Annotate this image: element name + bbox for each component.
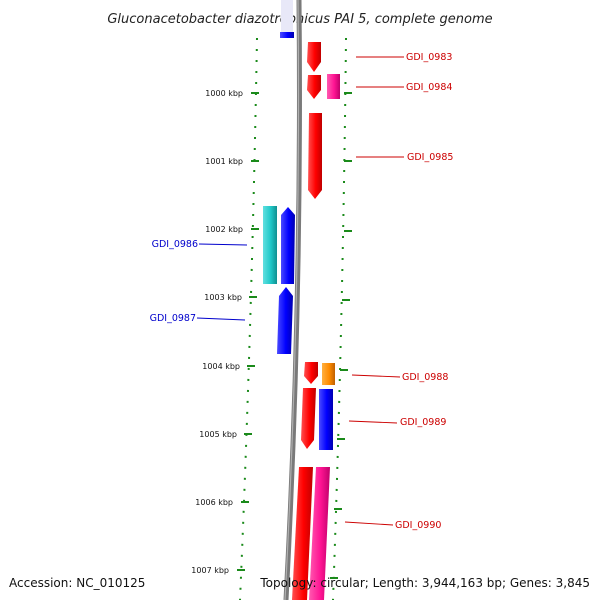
tick-label: 1001 kbp bbox=[205, 157, 243, 166]
gene-label-gdi-0983: GDI_0983 bbox=[406, 52, 452, 63]
reverse-strand-features bbox=[263, 206, 295, 354]
gene-label-gdi-0986: GDI_0986 bbox=[152, 239, 198, 250]
top-partial-feature-light bbox=[281, 0, 293, 32]
backbone-highlight bbox=[284, 0, 300, 600]
gene-label-gdi-0985: GDI_0985 bbox=[407, 152, 453, 163]
feature-gdi-0990-magenta bbox=[309, 467, 330, 600]
gene-label-gdi-0989: GDI_0989 bbox=[400, 417, 446, 428]
cds-arrow-gdi-0983 bbox=[307, 42, 321, 72]
cds-arrow-gdi-0988 bbox=[304, 362, 318, 384]
outer-dotted-ring bbox=[332, 37, 347, 600]
inner-dotted-ring bbox=[239, 37, 258, 600]
cds-arrow-gdi-0985 bbox=[308, 113, 322, 199]
leader-line bbox=[196, 317, 246, 321]
gene-label-gdi-0987: GDI_0987 bbox=[150, 313, 196, 324]
leader-line bbox=[348, 420, 398, 424]
tick-marks bbox=[237, 92, 352, 579]
tick-label: 1006 kbp bbox=[195, 498, 233, 507]
cds-arrow-gdi-0986 bbox=[281, 207, 295, 284]
accession-text: Accession: NC_010125 bbox=[9, 576, 145, 590]
tick-labels: 1000 kbp 1001 kbp 1002 kbp 1003 kbp 1004… bbox=[191, 89, 243, 575]
leader-line bbox=[344, 521, 394, 526]
cds-arrow-gdi-0989 bbox=[301, 388, 316, 449]
tick-label: 1000 kbp bbox=[205, 89, 243, 98]
feature-gdi-0986-cyan bbox=[263, 206, 277, 284]
gene-label-gdi-0984: GDI_0984 bbox=[406, 82, 452, 93]
cds-arrow-gdi-0984 bbox=[307, 75, 321, 99]
gene-labels: GDI_0983 GDI_0984 GDI_0985 GDI_0986 GDI_… bbox=[150, 52, 454, 531]
label-leaders bbox=[196, 56, 404, 526]
tick-label: 1002 kbp bbox=[205, 225, 243, 234]
feature-gdi-0984-magenta bbox=[327, 74, 340, 99]
tick-label: 1005 kbp bbox=[199, 430, 237, 439]
feature-gdi-0988-orange bbox=[322, 363, 335, 385]
cds-arrow-gdi-0987 bbox=[277, 287, 293, 354]
tick-label: 1003 kbp bbox=[204, 293, 242, 302]
forward-strand-features bbox=[292, 42, 340, 600]
tick-label: 1007 kbp bbox=[191, 566, 229, 575]
top-partial-feature bbox=[280, 32, 294, 38]
cds-gdi-0990 bbox=[292, 467, 313, 600]
tick-label: 1004 kbp bbox=[202, 362, 240, 371]
backbone-circle bbox=[283, 0, 302, 600]
gene-label-gdi-0988: GDI_0988 bbox=[402, 372, 448, 383]
leader-line bbox=[198, 243, 248, 246]
gene-label-gdi-0990: GDI_0990 bbox=[395, 520, 441, 531]
leader-line bbox=[351, 374, 401, 378]
topology-text: Topology: circular; Length: 3,944,163 bp… bbox=[259, 576, 590, 590]
feature-gdi-0989-blue bbox=[319, 389, 333, 450]
